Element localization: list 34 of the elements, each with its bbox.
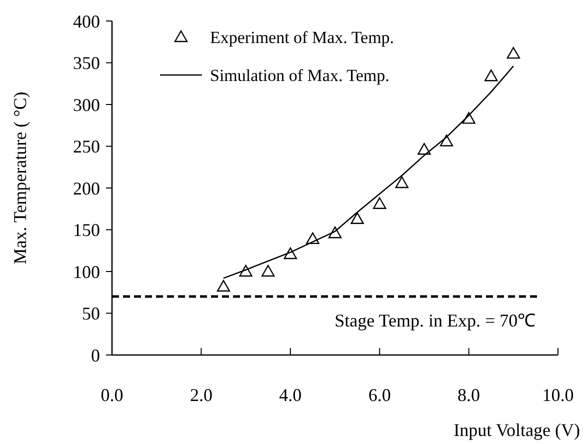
y-tick-label: 0 bbox=[91, 345, 100, 366]
point bbox=[262, 264, 275, 277]
point bbox=[284, 247, 297, 260]
ref-line-label: Stage Temp. in Exp. = 70℃ bbox=[334, 310, 536, 331]
point bbox=[418, 142, 431, 155]
point bbox=[506, 46, 520, 59]
legend-label: Experiment of Max. Temp. bbox=[210, 28, 394, 47]
y-tick-label: 400 bbox=[73, 11, 100, 32]
x-tick-label: 6.0 bbox=[368, 385, 391, 405]
point bbox=[484, 70, 498, 82]
point bbox=[328, 226, 342, 238]
y-tick-label: 50 bbox=[82, 304, 100, 324]
y-tick-label: 200 bbox=[73, 178, 100, 198]
x-tick-label: 8.0 bbox=[458, 385, 480, 405]
point bbox=[239, 264, 252, 277]
x-tick-label: 10.0 bbox=[542, 385, 574, 405]
point bbox=[216, 280, 230, 292]
point bbox=[462, 112, 476, 124]
x-tick-label: 2.0 bbox=[190, 385, 212, 405]
point bbox=[306, 232, 320, 244]
y-tick-label: 350 bbox=[73, 53, 100, 74]
x-axis-title: Input Voltage (V) bbox=[454, 420, 580, 440]
y-tick-label: 100 bbox=[73, 262, 100, 282]
point bbox=[440, 134, 454, 146]
point bbox=[373, 197, 386, 209]
y-tick-label: 150 bbox=[73, 220, 100, 240]
x-tick-label: 4.0 bbox=[279, 385, 302, 405]
y-tick-label: 250 bbox=[73, 136, 100, 157]
x-tick-label: 0.0 bbox=[100, 385, 124, 405]
point bbox=[395, 176, 408, 188]
y-axis-title: Max. Temperature ( °C) bbox=[10, 92, 30, 264]
point bbox=[350, 212, 364, 224]
legend-label: Simulation of Max. Temp. bbox=[210, 66, 390, 85]
y-tick-label: 300 bbox=[73, 94, 100, 115]
